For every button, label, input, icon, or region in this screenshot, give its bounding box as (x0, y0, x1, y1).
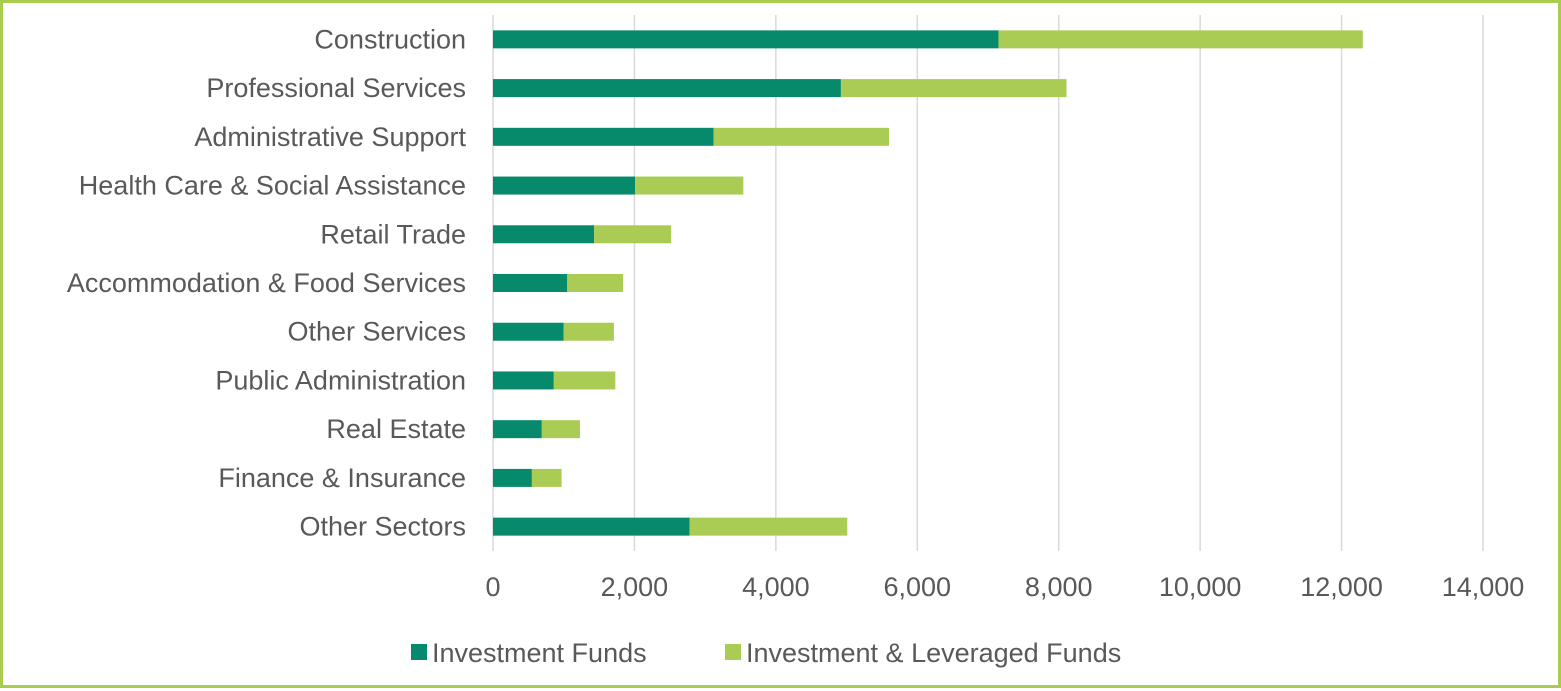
bar-segment-investment-leveraged-funds (689, 517, 848, 536)
bar-segment-investment-funds (493, 30, 999, 49)
bar-segment-investment-leveraged-funds (563, 322, 614, 341)
legend-swatch (725, 644, 741, 660)
category-label: Other Sectors (299, 512, 466, 542)
x-tick-label: 2,000 (601, 572, 669, 602)
bars (493, 30, 1363, 536)
category-label: Retail Trade (320, 219, 466, 249)
bar-segment-investment-funds (493, 274, 568, 292)
x-tick-label: 14,000 (1442, 572, 1525, 602)
category-label: Public Administration (215, 365, 466, 395)
category-label: Construction (314, 24, 466, 54)
bar-segment-investment-leveraged-funds (541, 420, 580, 439)
legend: Investment Funds Investment & Leveraged F… (411, 638, 1121, 668)
bar-segment-investment-funds (493, 468, 532, 487)
category-labels: Construction Professional Services Adminis… (67, 24, 467, 541)
category-label: Finance & Insurance (218, 463, 466, 493)
bar-segment-investment-funds (493, 371, 554, 390)
bar-segment-investment-funds (493, 127, 714, 146)
legend-label: Investment Funds (432, 638, 647, 668)
bar-segment-investment-funds (493, 79, 841, 98)
category-label: Other Services (287, 317, 466, 347)
category-label: Professional Services (206, 73, 466, 103)
x-tick-label: 4,000 (742, 572, 810, 602)
x-tick-label: 6,000 (883, 572, 951, 602)
bar-segment-investment-leveraged-funds (553, 371, 616, 390)
bar-segment-investment-funds (493, 225, 595, 244)
category-label: Accommodation & Food Services (67, 268, 466, 298)
bar-chart: Construction Professional Services Adminis… (67, 15, 1524, 668)
legend-swatch (411, 644, 427, 660)
bar-segment-investment-leveraged-funds (713, 127, 889, 146)
bar-segment-investment-leveraged-funds (635, 176, 744, 195)
bar-segment-investment-leveraged-funds (531, 468, 562, 487)
legend-label: Investment & Leveraged Funds (746, 638, 1121, 668)
bar-segment-investment-funds (493, 322, 564, 341)
x-tick-label: 10,000 (1159, 572, 1242, 602)
x-tick-labels: 0 2,000 4,000 6,000 8,000 10,000 12,000 14,000 (485, 572, 1524, 602)
bar-segment-investment-funds (493, 420, 542, 439)
x-tick-label: 0 (485, 572, 500, 602)
gridlines (492, 15, 1484, 551)
x-tick-label: 8,000 (1025, 572, 1093, 602)
bar-segment-investment-leveraged-funds (840, 79, 1067, 98)
x-tick-label: 12,000 (1300, 572, 1383, 602)
bar-segment-investment-leveraged-funds (567, 274, 624, 292)
category-label: Health Care & Social Assistance (79, 171, 466, 201)
bar-segment-investment-leveraged-funds (998, 30, 1363, 49)
bar-segment-investment-leveraged-funds (594, 225, 672, 244)
bar-segment-investment-funds (493, 176, 636, 195)
category-label: Administrative Support (194, 122, 466, 152)
bar-segment-investment-funds (493, 517, 690, 536)
category-label: Real Estate (326, 414, 466, 444)
